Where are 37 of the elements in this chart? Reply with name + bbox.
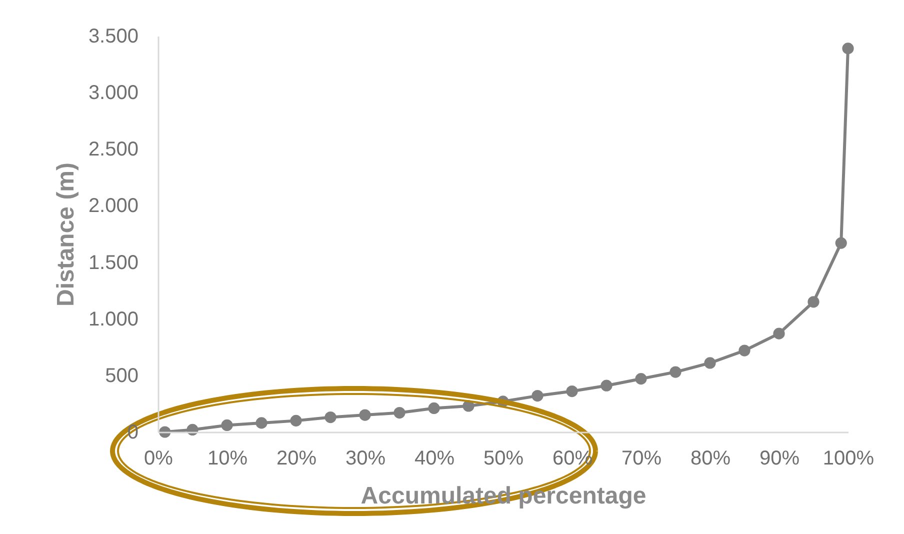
point	[359, 409, 371, 421]
point	[566, 385, 578, 398]
point	[256, 417, 268, 429]
point	[600, 380, 612, 392]
x-tick-label: 100%	[822, 448, 874, 470]
y-tick-label: 2.500	[88, 138, 138, 161]
x-tick-label: 80%	[690, 448, 731, 470]
x-axis-title: Accumulated percentage	[360, 482, 646, 510]
point	[635, 373, 647, 385]
x-tick-label: 10%	[207, 448, 248, 470]
y-tick-label: 1.000	[88, 308, 138, 330]
point	[835, 237, 847, 249]
point	[738, 344, 750, 356]
y-tick-label: 3.500	[88, 26, 138, 48]
point	[394, 406, 406, 419]
point	[290, 414, 302, 426]
y-axis-title: Distance (m)	[52, 162, 80, 307]
y-tick-label: 1.500	[88, 252, 138, 274]
point	[532, 390, 544, 402]
point	[428, 402, 440, 414]
x-tick-label: 50%	[483, 448, 524, 470]
x-tick-label: 30%	[345, 448, 386, 470]
y-tick-label: 2.000	[88, 195, 138, 218]
point	[324, 411, 336, 424]
y-tick-label: 500	[105, 364, 138, 387]
point	[670, 366, 682, 378]
x-tick-label: 90%	[759, 448, 800, 470]
x-tick-label: 40%	[414, 448, 455, 470]
point	[808, 296, 820, 308]
point	[704, 357, 716, 369]
point	[842, 42, 854, 54]
point	[221, 419, 233, 432]
x-tick-label: 0%	[144, 448, 174, 470]
x-tick-label: 70%	[621, 448, 662, 470]
y-tick-label: 3.000	[88, 82, 138, 104]
x-tick-label: 20%	[276, 448, 317, 470]
point	[773, 328, 785, 340]
